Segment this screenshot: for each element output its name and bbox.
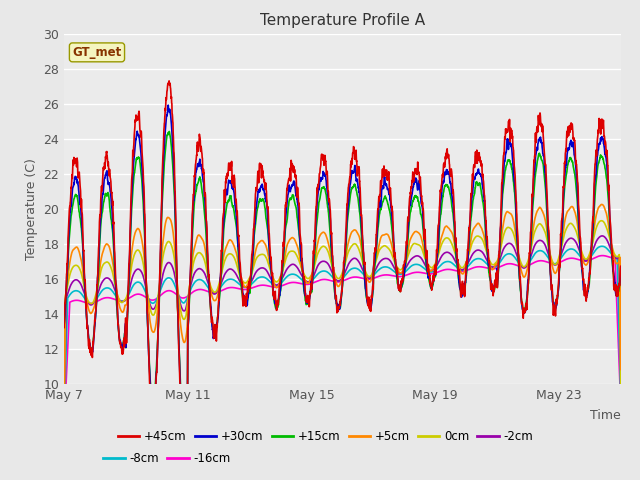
Text: GT_met: GT_met <box>72 46 122 59</box>
Legend: -8cm, -16cm: -8cm, -16cm <box>99 448 236 470</box>
Text: Time: Time <box>590 408 621 421</box>
Title: Temperature Profile A: Temperature Profile A <box>260 13 425 28</box>
Y-axis label: Temperature (C): Temperature (C) <box>25 158 38 260</box>
